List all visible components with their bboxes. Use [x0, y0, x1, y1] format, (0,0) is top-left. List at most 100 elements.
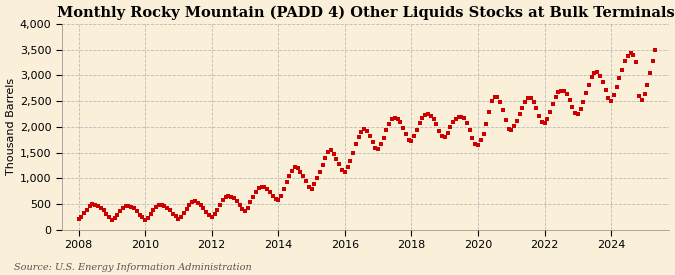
- Point: [537, 120, 547, 124]
- Point: [437, 134, 448, 138]
- Point: [165, 208, 176, 212]
- Point: [256, 184, 267, 189]
- Point: [145, 212, 156, 216]
- Point: [270, 197, 281, 202]
- Point: [392, 116, 403, 121]
- Point: [475, 138, 486, 142]
- Point: [417, 116, 428, 120]
- Point: [637, 98, 647, 102]
- Point: [362, 129, 373, 133]
- Point: [320, 156, 331, 160]
- Point: [495, 100, 506, 104]
- Point: [151, 205, 161, 209]
- Point: [184, 202, 195, 207]
- Point: [553, 90, 564, 95]
- Point: [137, 215, 148, 220]
- Point: [198, 206, 209, 210]
- Point: [245, 200, 256, 205]
- Point: [195, 203, 206, 207]
- Point: [309, 182, 320, 187]
- Point: [559, 89, 570, 94]
- Point: [567, 104, 578, 109]
- Point: [381, 128, 392, 133]
- Point: [395, 120, 406, 124]
- Point: [248, 195, 259, 199]
- Point: [300, 179, 311, 184]
- Point: [278, 187, 289, 191]
- Point: [520, 100, 531, 104]
- Point: [220, 195, 231, 199]
- Point: [281, 180, 292, 185]
- Point: [531, 106, 541, 111]
- Point: [603, 96, 614, 100]
- Point: [187, 200, 198, 204]
- Point: [192, 200, 203, 205]
- Point: [167, 211, 178, 216]
- Point: [597, 80, 608, 84]
- Point: [178, 211, 189, 215]
- Point: [240, 208, 250, 213]
- Point: [600, 88, 611, 92]
- Point: [276, 193, 287, 198]
- Y-axis label: Thousand Barrels: Thousand Barrels: [5, 78, 16, 175]
- Point: [528, 100, 539, 104]
- Point: [556, 89, 566, 93]
- Point: [420, 113, 431, 117]
- Point: [517, 106, 528, 110]
- Point: [253, 186, 264, 190]
- Point: [200, 209, 211, 214]
- Point: [242, 205, 253, 210]
- Point: [162, 205, 173, 210]
- Point: [453, 114, 464, 119]
- Point: [539, 121, 550, 125]
- Point: [217, 198, 228, 203]
- Point: [612, 85, 622, 89]
- Point: [73, 217, 84, 221]
- Point: [605, 99, 616, 103]
- Point: [373, 147, 383, 151]
- Point: [622, 54, 633, 58]
- Point: [250, 190, 261, 194]
- Point: [325, 148, 336, 152]
- Point: [225, 194, 236, 199]
- Point: [156, 202, 167, 207]
- Point: [562, 92, 572, 96]
- Point: [370, 146, 381, 150]
- Point: [262, 187, 273, 191]
- Point: [456, 114, 466, 119]
- Point: [478, 131, 489, 136]
- Point: [132, 209, 142, 213]
- Point: [467, 136, 478, 140]
- Point: [406, 139, 417, 143]
- Point: [578, 100, 589, 104]
- Point: [628, 53, 639, 57]
- Point: [645, 71, 655, 75]
- Point: [589, 71, 600, 76]
- Point: [112, 213, 123, 217]
- Point: [317, 163, 328, 167]
- Point: [203, 212, 214, 217]
- Point: [509, 124, 520, 128]
- Point: [104, 215, 115, 219]
- Point: [265, 190, 275, 194]
- Point: [334, 162, 345, 167]
- Point: [259, 185, 270, 189]
- Point: [448, 120, 458, 124]
- Point: [153, 202, 164, 207]
- Point: [87, 202, 98, 206]
- Point: [592, 70, 603, 75]
- Point: [425, 113, 436, 118]
- Point: [387, 117, 398, 121]
- Point: [503, 127, 514, 131]
- Point: [117, 205, 128, 210]
- Point: [378, 136, 389, 140]
- Point: [120, 204, 131, 208]
- Point: [123, 204, 134, 208]
- Point: [625, 51, 636, 55]
- Point: [450, 116, 461, 121]
- Point: [323, 150, 333, 154]
- Point: [234, 203, 245, 208]
- Point: [630, 60, 641, 65]
- Point: [348, 150, 358, 155]
- Point: [298, 174, 308, 178]
